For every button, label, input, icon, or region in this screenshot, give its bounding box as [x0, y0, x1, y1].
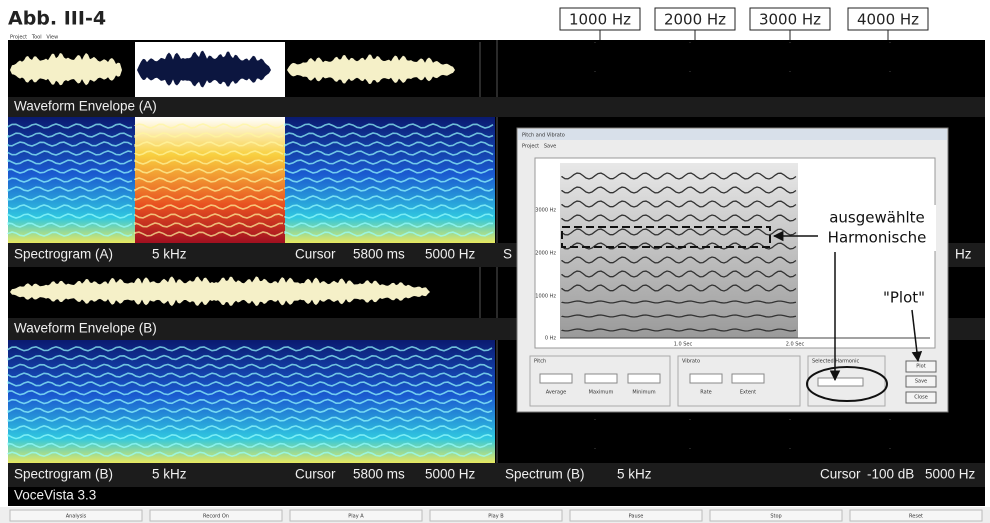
- status-range: 5 kHz: [152, 467, 187, 482]
- toolbar-label[interactable]: Reset: [909, 514, 923, 520]
- screenshot: Abb. III-4 Project Tool View 1000 Hz 2000…: [0, 0, 990, 523]
- field: [628, 374, 660, 383]
- menu: Project Tool View: [10, 35, 58, 41]
- field: [732, 374, 764, 383]
- toolbar-label[interactable]: Pause: [629, 514, 644, 520]
- marker-label: 4000 Hz: [857, 11, 919, 29]
- status-spectrum-cursor: Cursor: [820, 467, 861, 482]
- field-label: Rate: [700, 390, 711, 396]
- y-axis-label: 3000 Hz: [535, 208, 556, 214]
- status-cursor: Cursor: [295, 247, 336, 262]
- dialog-button-label[interactable]: Plot: [916, 364, 925, 370]
- toolbar-label[interactable]: Stop: [770, 514, 781, 520]
- field-label: Average: [546, 390, 567, 396]
- figure-label: Abb. III-4: [8, 8, 106, 30]
- dialog-title: Pitch and Vibrato: [522, 133, 565, 139]
- dialog-button-label[interactable]: Save: [915, 379, 927, 385]
- waveform-label: Waveform Envelope (A): [14, 99, 157, 114]
- status-range: 5 kHz: [152, 247, 187, 262]
- group-title: Selected Harmonic: [812, 359, 860, 365]
- annotation: Harmonische: [828, 229, 927, 247]
- status-spectrum: Spectrum (B): [505, 467, 585, 482]
- group-title: Pitch: [534, 359, 546, 365]
- status-spectrogram: Spectrogram (B): [14, 467, 113, 482]
- field-label: Extent: [740, 390, 756, 396]
- annotation: "Plot": [883, 289, 925, 307]
- status-time: 5800 ms: [353, 247, 405, 262]
- status-spectrum-freq: 5000 Hz: [925, 467, 976, 482]
- x-axis-label: 2.0 Sec: [786, 342, 805, 348]
- status-cursor-freq: 5000 Hz: [425, 467, 476, 482]
- dialog-titlebar: [518, 129, 947, 140]
- toolbar-label[interactable]: Record On: [203, 514, 229, 520]
- field-label: Minimum: [632, 390, 655, 396]
- annotation: ausgewählte: [829, 209, 925, 227]
- y-axis-label: 2000 Hz: [535, 251, 556, 257]
- toolbar-label[interactable]: Play B: [488, 514, 504, 520]
- status-freq: 5000 Hz: [425, 247, 476, 262]
- marker-label: 2000 Hz: [664, 11, 726, 29]
- y-axis-label: 1000 Hz: [535, 294, 556, 300]
- field: [690, 374, 722, 383]
- status-cursor: Cursor: [295, 467, 336, 482]
- status-spectrum-level: -100 dB: [867, 467, 914, 482]
- status-label: Spectrogram (A): [14, 247, 113, 262]
- toolbar-label[interactable]: Analysis: [66, 514, 87, 520]
- waveform-label: Waveform Envelope (B): [14, 321, 157, 336]
- slider: [818, 378, 863, 386]
- app-name: VoceVista 3.3: [14, 488, 96, 503]
- status-cursor-time: 5800 ms: [353, 467, 405, 482]
- dialog-button-label[interactable]: Close: [914, 395, 928, 401]
- y-axis-label: 0 Hz: [545, 336, 557, 342]
- dialog-menu: Project Save: [522, 144, 556, 150]
- marker-label: 3000 Hz: [759, 11, 821, 29]
- status-spectrum: S: [503, 247, 512, 262]
- marker-label: 1000 Hz: [569, 11, 631, 29]
- x-axis-label: 1.0 Sec: [674, 342, 693, 348]
- field: [585, 374, 617, 383]
- status-spectrum-range: 5 kHz: [617, 467, 652, 482]
- group-title: Vibrato: [682, 359, 700, 365]
- toolbar-label[interactable]: Play A: [348, 514, 364, 520]
- field-label: Maximum: [589, 390, 614, 396]
- field: [540, 374, 572, 383]
- status-freq: Hz: [955, 247, 972, 262]
